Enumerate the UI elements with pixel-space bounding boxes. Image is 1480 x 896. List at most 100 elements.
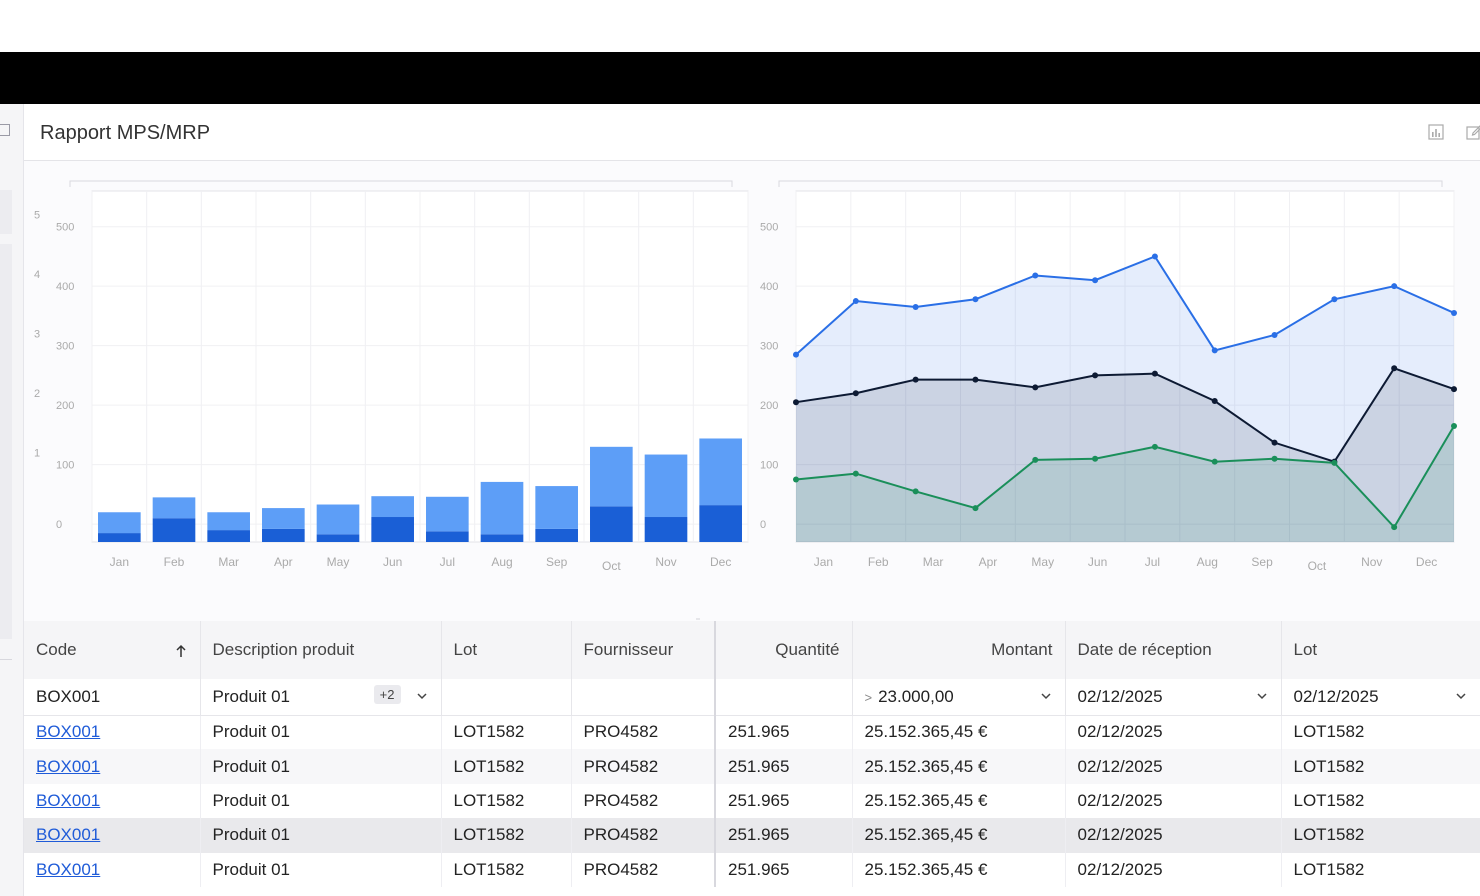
data-point — [1092, 277, 1099, 284]
sidebar-block — [0, 190, 12, 234]
filter-date-select[interactable]: 02/12/2025 — [1065, 679, 1282, 716]
bar-segment — [371, 496, 414, 518]
sort-ascending-icon[interactable] — [174, 643, 188, 659]
col-header-label: Quantité — [775, 640, 840, 659]
chevron-down-icon[interactable] — [1454, 689, 1468, 703]
col-header-quantite[interactable]: Quantité — [715, 621, 853, 679]
filter-lot-input[interactable] — [441, 679, 572, 716]
table-row[interactable]: BOX001 Produit 01 LOT1582 PRO4582 251.965 25.… — [24, 715, 1480, 750]
x-tick-label: Nov — [1361, 555, 1382, 569]
x-tick-label: Sep — [546, 555, 568, 569]
cell-value: 251.965 — [728, 790, 790, 810]
col-header-label: Description produit — [212, 640, 355, 659]
cell-value: PRO4582 — [583, 722, 659, 742]
cell-description: Produit 01 — [200, 783, 442, 819]
cell-description: Produit 01 — [200, 818, 442, 853]
filter-code-input[interactable]: BOX001 — [24, 679, 201, 716]
filter-value: 23.000,00 — [878, 686, 954, 706]
cell-value: 02/12/2025 — [1077, 825, 1163, 845]
code-link[interactable]: BOX001 — [36, 790, 101, 810]
data-point — [793, 351, 799, 358]
bar-segment — [262, 508, 305, 529]
x-tick-label: Oct — [602, 559, 621, 573]
data-point — [1211, 398, 1218, 405]
cell-value: 251.965 — [728, 756, 790, 776]
bar-segment — [316, 504, 360, 535]
x-tick-label: Feb — [164, 555, 185, 569]
table-row[interactable]: BOX001 Produit 01 LOT1582 PRO4582 251.965 25.… — [24, 749, 1480, 784]
filter-quantite-input[interactable] — [715, 679, 853, 716]
table-row[interactable]: BOX001 Produit 01 LOT1582 PRO4582 251.965 25.… — [24, 783, 1480, 819]
filter-value: 02/12/2025 — [1293, 686, 1379, 706]
cell-value: 251.965 — [728, 722, 790, 742]
cell-fournisseur: PRO4582 — [571, 783, 716, 819]
series-area — [796, 425, 1454, 542]
cell-code[interactable]: BOX001 — [24, 715, 201, 750]
chevron-down-icon[interactable] — [415, 689, 429, 703]
table-row[interactable]: BOX001 Produit 01 LOT1582 PRO4582 251.965 25.… — [24, 818, 1480, 853]
sidebar-toggle-icon[interactable] — [0, 124, 10, 136]
chevron-down-icon[interactable] — [1255, 689, 1269, 703]
chart-top-bracket — [778, 180, 1443, 187]
cell-value: 25.152.365,45 € — [864, 790, 988, 810]
series-area — [796, 256, 1454, 542]
col-header-lot[interactable]: Lot — [441, 621, 572, 679]
col-header-date-reception[interactable]: Date de réception — [1065, 621, 1282, 679]
filter-lot-select[interactable]: 02/12/2025 — [1281, 679, 1480, 716]
filter-value: 02/12/2025 — [1077, 686, 1163, 706]
col-header-label: Fournisseur — [583, 640, 674, 659]
code-link[interactable]: BOX001 — [36, 825, 101, 845]
y-tick-label: 400 — [760, 281, 778, 293]
x-tick-label: Nov — [655, 555, 676, 569]
bar-segment — [699, 438, 742, 506]
grid-header-row: Code Description produit Lot Fournisseur… — [24, 621, 1480, 679]
bar-segment — [371, 517, 414, 542]
data-point — [912, 376, 919, 383]
x-tick-label: Sep — [1251, 555, 1273, 569]
bar-segment — [98, 512, 141, 534]
data-point — [1271, 439, 1278, 446]
x-tick-label: Aug — [1197, 555, 1218, 569]
cell-description: Produit 01 — [200, 852, 442, 887]
cell-value: 25.152.365,45 € — [864, 825, 988, 845]
cell-value: 02/12/2025 — [1077, 790, 1163, 810]
cell-code[interactable]: BOX001 — [24, 818, 201, 853]
cell-value: Produit 01 — [212, 825, 291, 845]
bar-chart-icon[interactable] — [1428, 124, 1444, 140]
filter-description-select[interactable]: Produit 01 +2 — [200, 679, 442, 716]
col-header-lot-2[interactable]: Lot — [1281, 621, 1480, 679]
code-link[interactable]: BOX001 — [36, 756, 101, 776]
table-row[interactable]: BOX001 Produit 01 LOT1582 PRO4582 251.965 25.… — [24, 852, 1480, 887]
y-tick-label: 300 — [760, 341, 778, 353]
cell-date-reception: 02/12/2025 — [1065, 852, 1282, 887]
y-tick-label: 200 — [56, 400, 74, 412]
col-header-fournisseur[interactable]: Fournisseur — [571, 621, 716, 679]
col-header-montant[interactable]: Montant — [852, 621, 1066, 679]
cell-value: LOT1582 — [453, 825, 525, 845]
cell-code[interactable]: BOX001 — [24, 749, 201, 784]
filter-montant-select[interactable]: >23.000,00 — [852, 679, 1066, 716]
data-point — [1451, 386, 1457, 393]
bar-segment — [535, 528, 578, 542]
cell-value: 02/12/2025 — [1077, 756, 1163, 776]
col-header-description[interactable]: Description produit — [200, 621, 442, 679]
bar-segment — [152, 497, 196, 519]
cell-value: 25.152.365,45 € — [864, 722, 988, 742]
cell-value: Produit 01 — [212, 859, 291, 879]
filter-fournisseur-input[interactable] — [571, 679, 716, 716]
cell-code[interactable]: BOX001 — [24, 783, 201, 819]
chevron-down-icon[interactable] — [1039, 689, 1053, 703]
data-point — [1151, 443, 1158, 450]
y-tick-label: 100 — [760, 460, 778, 472]
cell-lot-2: LOT1582 — [1281, 783, 1480, 819]
edit-icon[interactable] — [1466, 124, 1480, 140]
code-link[interactable]: BOX001 — [36, 859, 101, 879]
code-link[interactable]: BOX001 — [36, 722, 101, 742]
bar-segment — [699, 505, 742, 542]
cell-code[interactable]: BOX001 — [24, 852, 201, 887]
data-point — [1331, 296, 1338, 303]
cell-value: 25.152.365,45 € — [864, 859, 988, 879]
cell-description: Produit 01 — [200, 715, 442, 750]
cell-value: Produit 01 — [212, 756, 291, 776]
col-header-code[interactable]: Code — [24, 621, 201, 679]
